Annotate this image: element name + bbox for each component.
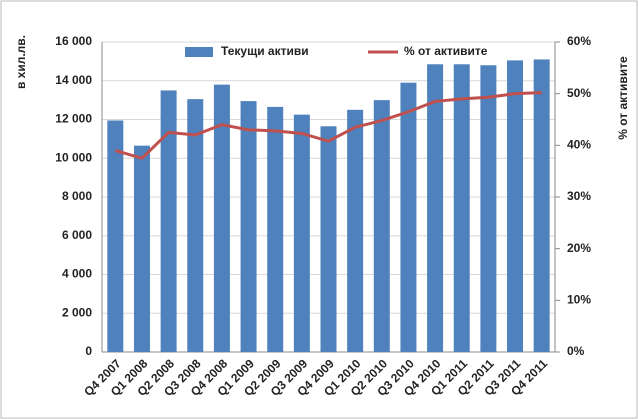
bar — [347, 109, 364, 352]
y2-axis-title: % от активите — [616, 56, 630, 140]
bar — [320, 126, 337, 352]
y-tick-label: 6 000 — [62, 228, 92, 242]
y2-tick-label: 30% — [567, 189, 591, 203]
legend-label: Текущи активи — [221, 44, 309, 58]
y-tick-label: 16 000 — [55, 34, 92, 48]
bar — [453, 64, 470, 352]
bar — [533, 59, 550, 352]
bar — [213, 84, 230, 352]
y2-tick-label: 50% — [567, 86, 591, 100]
y2-tick-label: 0% — [567, 344, 585, 358]
bar — [400, 82, 417, 352]
y2-tick-label: 40% — [567, 138, 591, 152]
y-tick-label: 12 000 — [55, 112, 92, 126]
y-tick-label: 14 000 — [55, 73, 92, 87]
y-tick-label: 4 000 — [62, 267, 92, 281]
y-axis-title: в хил.лв. — [14, 35, 28, 89]
bar — [240, 101, 257, 352]
legend-label: % от активите — [404, 44, 488, 58]
y2-tick-label: 60% — [567, 34, 591, 48]
legend-swatch — [185, 47, 213, 57]
bar — [480, 65, 497, 352]
y-tick-label: 8 000 — [62, 189, 92, 203]
bar — [507, 60, 524, 352]
bar — [187, 99, 204, 352]
bar — [160, 90, 177, 352]
y-tick-label: 10 000 — [55, 150, 92, 164]
bar — [373, 100, 390, 352]
line — [114, 91, 542, 160]
bar — [107, 120, 124, 352]
y-tick-label: 2 000 — [62, 305, 92, 319]
bar — [293, 114, 310, 352]
y2-tick-label: 10% — [567, 293, 591, 307]
bar — [427, 64, 444, 352]
y-tick-label: 0 — [85, 344, 92, 358]
bar — [133, 145, 150, 352]
y2-tick-label: 20% — [567, 241, 591, 255]
bar — [267, 106, 284, 352]
